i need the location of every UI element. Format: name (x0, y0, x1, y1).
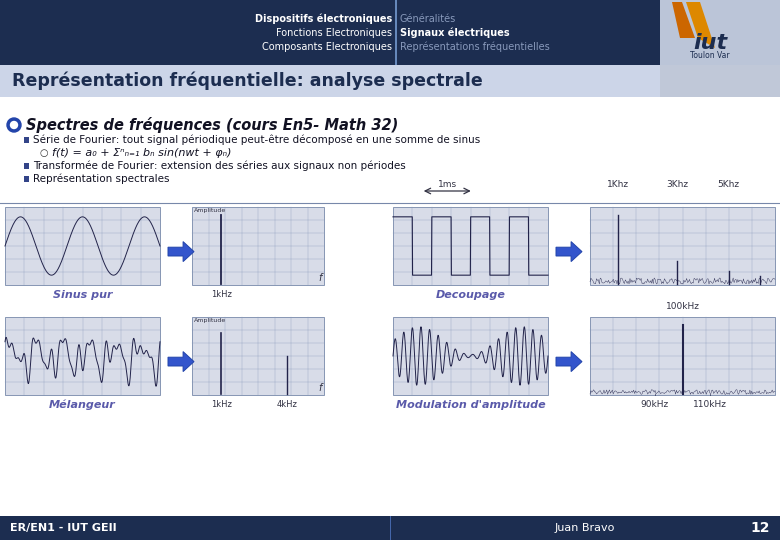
Text: 4kHz: 4kHz (277, 400, 297, 409)
Text: f(t) = a₀ + Σⁿₙ₌₁ bₙ sin(nwt + φₙ): f(t) = a₀ + Σⁿₙ₌₁ bₙ sin(nwt + φₙ) (52, 148, 232, 158)
Text: 12: 12 (750, 521, 770, 535)
Polygon shape (168, 352, 194, 372)
Polygon shape (686, 2, 715, 48)
Polygon shape (168, 241, 194, 261)
Text: 1Khz: 1Khz (607, 180, 629, 189)
Text: Représentation spectrales: Représentation spectrales (33, 174, 169, 184)
Text: Représentation fréquentielle: analyse spectrale: Représentation fréquentielle: analyse sp… (12, 72, 483, 90)
Bar (24, 163, 29, 169)
Text: Transformée de Fourier: extension des séries aux signaux non périodes: Transformée de Fourier: extension des sé… (33, 161, 406, 171)
Text: Decoupage: Decoupage (435, 290, 505, 300)
Bar (660, 65, 780, 97)
Bar (0, 516, 780, 540)
Text: Amplitude: Amplitude (194, 318, 226, 323)
Text: f: f (318, 383, 322, 393)
Circle shape (10, 122, 17, 129)
Text: Représentations fréquentielles: Représentations fréquentielles (400, 42, 550, 52)
Text: Composants Electroniques: Composants Electroniques (262, 42, 392, 52)
Bar (0, 97, 780, 516)
Polygon shape (672, 2, 695, 38)
Text: Série de Fourier: tout signal périodique peut-être décomposé en une somme de sin: Série de Fourier: tout signal périodique… (33, 135, 480, 145)
Text: Signaux électriques: Signaux électriques (400, 28, 509, 38)
Bar (393, 207, 548, 285)
Text: 90kHz: 90kHz (640, 400, 669, 409)
Bar (5, 317, 160, 395)
Bar (0, 65, 660, 97)
Text: Dispositifs électroniques: Dispositifs électroniques (255, 14, 392, 24)
Bar (660, 0, 780, 65)
Text: Mélangeur: Mélangeur (49, 400, 116, 410)
Text: 5Khz: 5Khz (718, 180, 739, 189)
Bar (660, 0, 780, 65)
Circle shape (7, 118, 21, 132)
Bar (590, 317, 775, 395)
Text: 110kHz: 110kHz (693, 400, 727, 409)
Bar (5, 207, 160, 285)
Bar (0, 0, 660, 65)
Text: ER/EN1 - IUT GEII: ER/EN1 - IUT GEII (10, 523, 117, 533)
Text: 1ms: 1ms (438, 180, 457, 189)
Text: 100kHz: 100kHz (665, 302, 700, 311)
Bar (24, 137, 29, 143)
Bar (395, 0, 396, 65)
Text: f: f (318, 273, 322, 283)
Text: Spectres de fréquences (cours En5- Math 32): Spectres de fréquences (cours En5- Math … (26, 117, 399, 133)
Bar (24, 176, 29, 182)
Text: Toulon Var: Toulon Var (690, 51, 730, 59)
Text: Modulation d'amplitude: Modulation d'amplitude (395, 400, 545, 410)
Polygon shape (556, 352, 582, 372)
Text: 1kHz: 1kHz (211, 400, 232, 409)
Text: 1kHz: 1kHz (211, 290, 232, 299)
Text: Généralités: Généralités (400, 14, 456, 24)
Bar (390, 516, 391, 540)
Text: iut: iut (693, 33, 727, 53)
Bar (192, 317, 324, 395)
Polygon shape (556, 241, 582, 261)
Text: Juan Bravo: Juan Bravo (555, 523, 615, 533)
Bar (192, 207, 324, 285)
Text: Amplitude: Amplitude (194, 208, 226, 213)
Text: Fonctions Electroniques: Fonctions Electroniques (276, 28, 392, 38)
Text: ○: ○ (40, 148, 48, 158)
Bar (393, 317, 548, 395)
Bar (590, 207, 775, 285)
Text: 3Khz: 3Khz (666, 180, 688, 189)
Text: Sinus pur: Sinus pur (53, 290, 112, 300)
